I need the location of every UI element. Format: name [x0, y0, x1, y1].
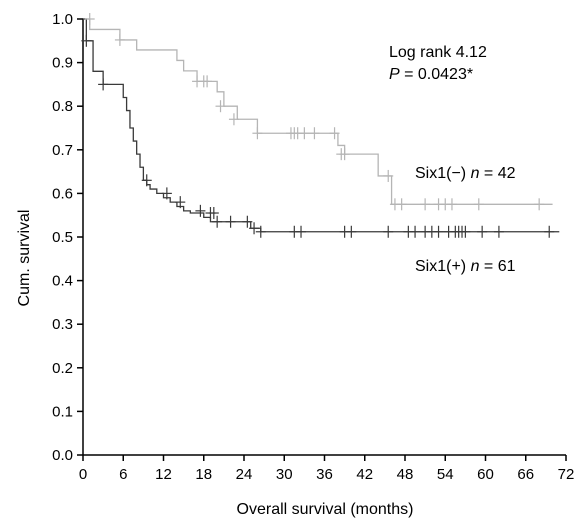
x-tick-label: 54 [437, 466, 454, 483]
censor-mark-six1_positive [346, 225, 357, 238]
censor-mark-six1_positive [383, 225, 394, 238]
censor-mark-six1_negative [202, 75, 213, 88]
censor-mark-six1_positive [98, 78, 109, 91]
censor-mark-six1_positive [208, 207, 219, 220]
y-tick-label: 0.2 [52, 360, 73, 377]
y-tick-label: 0.5 [52, 229, 73, 246]
p-value: = 0.0423* [400, 66, 473, 83]
censor-mark-six1_negative [215, 100, 226, 113]
six1-positive-name: Six1(+) [415, 258, 471, 275]
censor-mark-six1_positive [249, 222, 260, 235]
x-tick-label: 72 [558, 466, 575, 483]
x-axis-title: Overall survival (months) [237, 501, 414, 518]
censor-mark-six1_negative [534, 198, 545, 211]
y-tick-label: 0.7 [52, 142, 73, 159]
x-tick-label: 60 [477, 466, 494, 483]
censor-mark-six1_positive [212, 215, 223, 228]
censor-mark-six1_positive [81, 34, 92, 47]
p-value-annotation: P = 0.0423* [389, 66, 473, 83]
censor-mark-six1_negative [228, 113, 239, 126]
censor-mark-six1_positive [460, 225, 471, 238]
x-tick-label: 30 [276, 466, 293, 483]
x-tick-label: 12 [155, 466, 172, 483]
six1-negative-n-value: = 42 [479, 165, 515, 182]
x-tick-label: 18 [195, 466, 212, 483]
censor-mark-six1_negative [84, 13, 95, 25]
censor-mark-six1_negative [396, 198, 407, 211]
y-tick-label: 0.6 [52, 185, 73, 202]
y-tick-label: 1.0 [52, 11, 73, 28]
x-tick-label: 42 [356, 466, 373, 483]
censor-mark-six1_negative [446, 198, 457, 211]
x-tick-label: 48 [397, 466, 414, 483]
x-tick-label: 36 [316, 466, 333, 483]
censor-mark-six1_negative [114, 33, 125, 46]
y-tick-label: 0.1 [52, 403, 73, 420]
censor-mark-six1_negative [252, 127, 263, 140]
y-tick-label: 0.0 [52, 447, 73, 464]
censor-mark-six1_positive [141, 174, 152, 187]
series-line-six1_negative [83, 18, 553, 205]
x-tick-label: 66 [517, 466, 534, 483]
series-line-six1_positive [83, 18, 560, 233]
censor-mark-six1_positive [544, 225, 555, 238]
censor-mark-six1_negative [299, 127, 310, 140]
p-label: P [389, 66, 400, 83]
six1-positive-n-value: = 61 [479, 258, 515, 275]
x-tick-label: 0 [79, 466, 87, 483]
censor-mark-six1_positive [161, 187, 172, 200]
censor-mark-six1_negative [329, 127, 340, 140]
censor-mark-six1_positive [296, 225, 307, 238]
log-rank-annotation: Log rank 4.12 [389, 44, 487, 61]
censor-mark-six1_positive [433, 225, 444, 238]
censor-mark-six1_positive [255, 225, 266, 238]
censor-mark-six1_positive [493, 225, 504, 238]
series-layer [83, 18, 560, 233]
x-axis: 0 6 12 18 24 30 36 42 48 54 60 66 72 [79, 454, 575, 483]
censor-mark-six1_negative [309, 127, 320, 140]
x-tick-label: 24 [236, 466, 253, 483]
y-axis-title: Cum. survival [16, 210, 33, 307]
six1-negative-n-label: n [471, 165, 480, 182]
censor-marks-layer [81, 13, 555, 238]
six1-positive-n-label: n [471, 258, 480, 275]
censor-mark-six1_negative [383, 169, 394, 182]
censor-mark-six1_negative [339, 148, 350, 161]
censor-mark-six1_positive [242, 215, 253, 228]
censor-mark-six1_negative [420, 198, 431, 211]
censor-mark-six1_negative [473, 198, 484, 211]
censor-mark-six1_positive [175, 196, 186, 209]
six1-negative-label: Six1(−) n = 42 [415, 165, 516, 182]
censor-mark-six1_positive [410, 225, 421, 238]
y-tick-label: 0.8 [52, 98, 73, 115]
y-tick-label: 0.3 [52, 316, 73, 333]
y-axis: 0.0 0.1 0.2 0.3 0.4 0.5 0.6 0.7 0.8 0.9 1.0 [52, 11, 84, 464]
y-tick-label: 0.9 [52, 55, 73, 72]
censor-mark-six1_positive [225, 215, 236, 228]
y-tick-label: 0.4 [52, 273, 73, 290]
six1-negative-name: Six1(−) [415, 165, 471, 182]
six1-positive-label: Six1(+) n = 61 [415, 258, 516, 275]
censor-mark-six1_positive [477, 225, 488, 238]
x-tick-label: 6 [119, 466, 127, 483]
censor-mark-six1_positive [195, 204, 206, 217]
